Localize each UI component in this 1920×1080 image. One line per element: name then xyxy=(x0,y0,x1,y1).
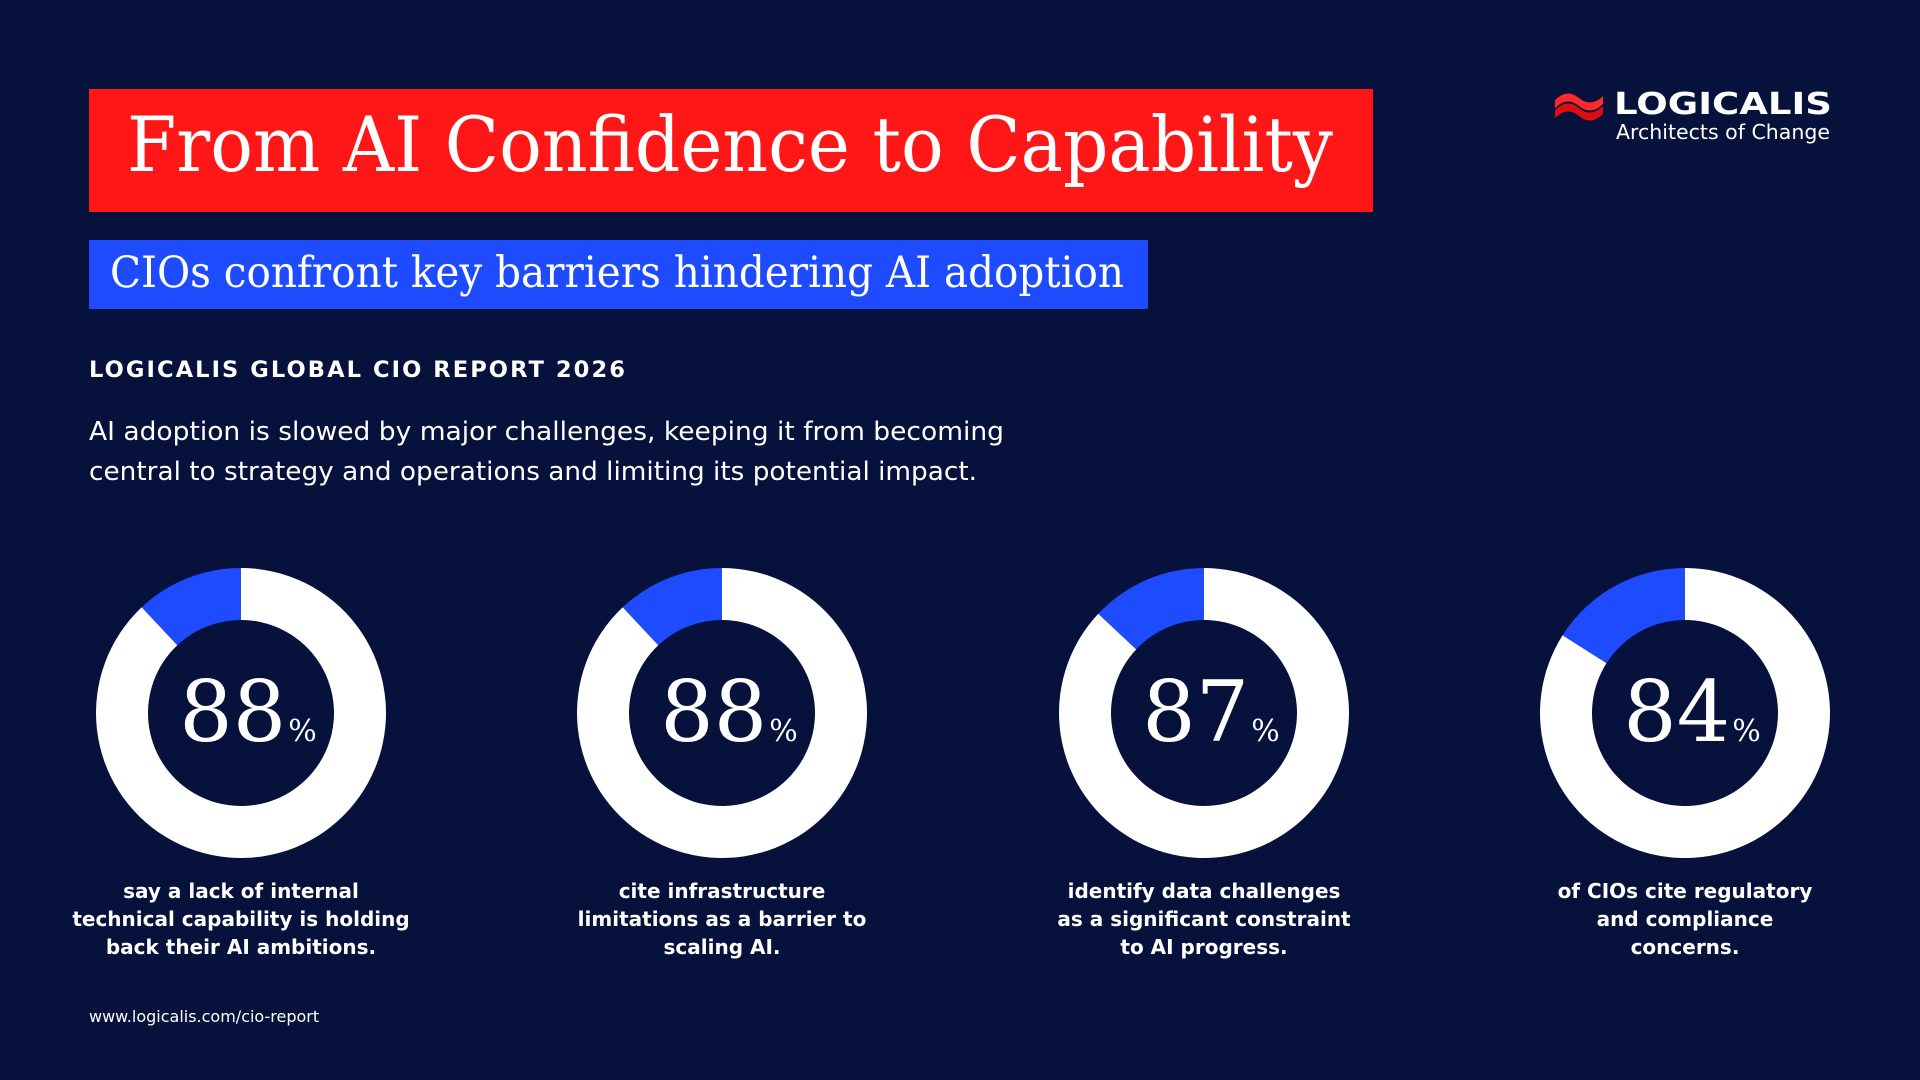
stat-caption: and compliance xyxy=(1597,907,1774,931)
donut-segment xyxy=(577,568,867,858)
stat-unit: % xyxy=(1732,714,1761,749)
donut-chart: 87% identify data challenges as a signific… xyxy=(1057,568,1351,959)
stat-caption: to AI progress. xyxy=(1120,935,1287,959)
logo-name: LOGICALIS xyxy=(1614,87,1832,122)
stat-number: 84 xyxy=(1623,663,1730,761)
stat-value: 88% xyxy=(660,663,797,761)
stat-unit: % xyxy=(1251,714,1280,749)
donut-chart: 88% cite infrastructure limitations as a b… xyxy=(577,568,867,959)
title: From AI Confidence to Capability xyxy=(127,100,1333,189)
stat-unit: % xyxy=(769,714,798,749)
stat-caption: of CIOs cite regulatory xyxy=(1558,879,1813,903)
intro-line: central to strategy and operations and l… xyxy=(89,457,977,487)
footer-url: www.logicalis.com/cio-report xyxy=(89,1007,319,1026)
logo-tagline: Architects of Change xyxy=(1616,120,1830,144)
stat-caption: as a significant constraint xyxy=(1057,907,1351,931)
stat-number: 88 xyxy=(660,663,767,761)
donut-segment xyxy=(1562,568,1685,664)
stat-caption: scaling AI. xyxy=(663,935,780,959)
stat-number: 87 xyxy=(1142,663,1249,761)
donut-segment xyxy=(96,568,387,858)
stat-unit: % xyxy=(288,714,317,749)
donut-chart: 84% of CIOs cite regulatory and compliance… xyxy=(1540,567,1831,959)
donut-segment xyxy=(1540,567,1831,858)
donut-segment xyxy=(141,568,241,646)
stat-caption: cite infrastructure xyxy=(619,879,826,903)
intro-line: AI adoption is slowed by major challenge… xyxy=(89,417,1004,447)
donut-segment xyxy=(622,568,722,646)
stat-caption: technical capability is holding xyxy=(72,907,409,931)
logo-icon xyxy=(1555,103,1603,121)
report-label: LOGICALIS GLOBAL CIO REPORT 2026 xyxy=(89,358,627,383)
donut-segment xyxy=(1058,568,1349,858)
subtitle: CIOs confront key barriers hindering AI … xyxy=(110,248,1124,298)
stat-caption: limitations as a barrier to xyxy=(578,907,867,931)
stat-caption: identify data challenges xyxy=(1068,879,1341,903)
title-box xyxy=(89,89,1373,212)
stat-value: 88% xyxy=(179,663,316,761)
stat-caption: say a lack of internal xyxy=(123,879,359,903)
logo: LOGICALIS Architects of Change xyxy=(1555,87,1832,144)
stat-value: 87% xyxy=(1142,663,1279,761)
logo-icon xyxy=(1555,93,1603,111)
donut-chart: 88% say a lack of internal technical capab… xyxy=(72,568,410,959)
donut-segment xyxy=(1098,568,1204,650)
stat-caption: concerns. xyxy=(1631,935,1740,959)
stat-number: 88 xyxy=(179,663,286,761)
subtitle-box xyxy=(89,240,1148,309)
stat-value: 84% xyxy=(1623,663,1760,761)
stat-caption: back their AI ambitions. xyxy=(106,935,376,959)
